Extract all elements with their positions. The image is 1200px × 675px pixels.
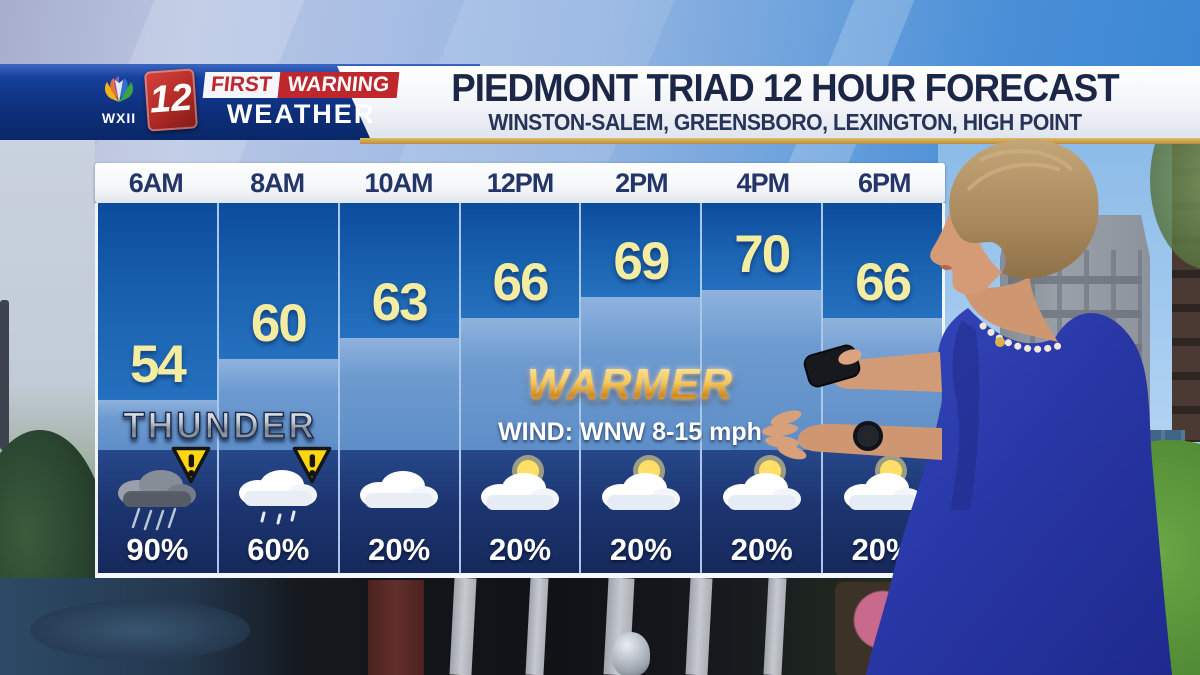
- column-top-area: [581, 203, 701, 297]
- column-top-area: [339, 203, 459, 338]
- forecast-column-4pm: 70 20%: [702, 203, 824, 573]
- page-subtitle: WINSTON-SALEM, GREENSBORO, LEXINGTON, HI…: [488, 109, 1082, 135]
- sun-cloud-icon: [722, 455, 801, 510]
- time-header-row: 6AM 8AM 10AM 12PM 2PM 4PM 6PM: [95, 163, 945, 203]
- presenter-thumb: [838, 349, 862, 365]
- forecast-header-bar: [337, 66, 1200, 138]
- forecast-column-2pm: 69 20%: [581, 203, 703, 573]
- time-label-6pm: 6PM: [857, 168, 912, 198]
- presenter-dress-shade: [950, 320, 980, 510]
- temperature-bar: [460, 318, 580, 450]
- time-label-6am: 6AM: [128, 168, 184, 198]
- column-top-area: [98, 203, 217, 400]
- left-spire: [0, 300, 9, 450]
- page-title: PIEDMONT TRIAD 12 HOUR FORECAST: [451, 67, 1119, 110]
- presenter-neck: [962, 276, 1058, 342]
- warmer-annotation: WARMER: [500, 360, 760, 410]
- necklace-pendant: [995, 337, 1005, 347]
- gold-underline: [360, 138, 1200, 144]
- storm-cloud-warning-icon: [118, 470, 197, 531]
- presenter-fingers: [762, 410, 807, 460]
- temperature-bar: [98, 400, 217, 450]
- precip-chance-value: 20%: [609, 532, 672, 567]
- forecast-column-6am: 54 90%: [98, 203, 219, 573]
- column-top-area: [218, 203, 338, 359]
- wrist-watch: [853, 421, 883, 451]
- street-lamp: [612, 632, 650, 675]
- rain-cloud-warning-icon: [239, 470, 318, 525]
- column-top-area: [823, 203, 943, 318]
- warning-triangle-icon: [171, 446, 211, 484]
- presenter-upper-arm: [831, 352, 942, 392]
- temperature-value: 63: [371, 273, 429, 332]
- forecast-column-8am: 60 60%: [218, 203, 340, 573]
- temperature-bar: [581, 297, 701, 450]
- precip-chance-value: 90%: [126, 532, 189, 567]
- presenter-lips: [940, 264, 952, 271]
- temperature-value: 66: [492, 253, 550, 312]
- sun-cloud-icon: [481, 455, 559, 510]
- station-call-sign: WXII: [101, 110, 137, 126]
- precip-chance-value: 60%: [247, 532, 310, 567]
- channel-12-logo: 12: [143, 68, 199, 132]
- forecast-panel: 6AM 8AM 10AM 12PM 2PM 4PM 6PM 54 90% 60 60% 63 20% 6…: [95, 163, 945, 578]
- temperature-value: 54: [129, 335, 187, 394]
- pearl-necklace: [979, 322, 1068, 353]
- column-top-area: [460, 203, 580, 318]
- temperature-value: 60: [250, 294, 308, 353]
- brick-column: [368, 580, 424, 675]
- sun-cloud-icon: [601, 455, 680, 510]
- precip-chance-value: 20%: [488, 532, 552, 567]
- time-label-10am: 10AM: [364, 168, 434, 198]
- warning-triangle-icon: [292, 446, 332, 484]
- time-label-12pm: 12PM: [486, 168, 555, 198]
- presenter-dress: [866, 308, 1172, 675]
- temperature-value: 66: [855, 253, 912, 312]
- hair-highlight: [966, 149, 1074, 192]
- precip-chance-value: 20%: [368, 532, 431, 567]
- column-bottom-area: [339, 450, 459, 573]
- temperature-bar: [218, 359, 338, 450]
- wind-annotation: WIND: WNW 8-15 mph: [498, 418, 762, 446]
- temperature-value: 69: [613, 232, 670, 291]
- time-label-4pm: 4PM: [736, 168, 791, 198]
- street-scene-detail: [30, 600, 250, 660]
- time-label-8am: 8AM: [250, 168, 305, 198]
- brand-first-label: FIRST: [202, 72, 281, 98]
- temperature-bar: [339, 338, 459, 450]
- column-top-area: [702, 203, 822, 290]
- sun-cloud-icon: [843, 455, 922, 510]
- precip-chance-value: 20%: [730, 532, 793, 567]
- nbc-peacock-icon: [104, 76, 134, 102]
- weather-presenter: [762, 139, 1172, 675]
- station-logo: WXII 12 FIRST WARNING WEATHER: [96, 68, 400, 132]
- forecast-columns: 54 90% 60 60% 63 20% 66 20% 69 20% 70 20% 66 20%: [95, 203, 945, 578]
- temperature-value: 70: [734, 225, 791, 284]
- brand-warning-label: WARNING: [277, 72, 400, 98]
- cloud-icon: [360, 471, 439, 508]
- forecast-column-10am: 63 20%: [339, 203, 461, 573]
- temperature-bar: [702, 290, 822, 450]
- forecast-column-12pm: 66 20%: [460, 203, 582, 573]
- brand-weather-label: WEATHER: [226, 99, 376, 129]
- thunder-annotation: THUNDER: [105, 404, 335, 447]
- time-label-2pm: 2PM: [615, 168, 669, 198]
